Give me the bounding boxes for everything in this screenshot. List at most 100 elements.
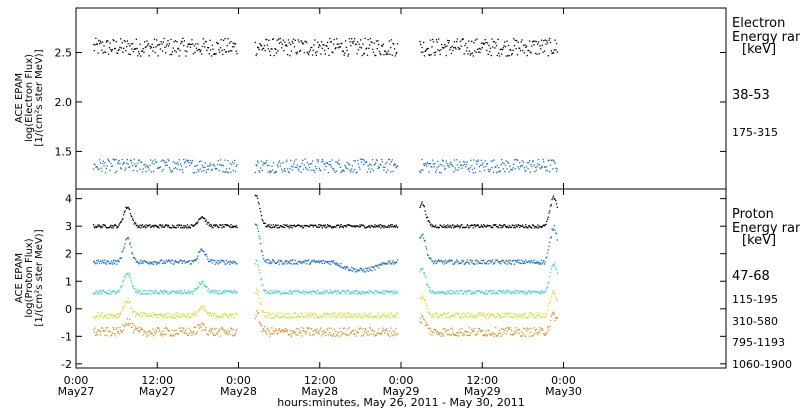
proton-point-s3-g2-25 [438, 316, 440, 319]
proton-point-s0-g2-113 [504, 224, 506, 226]
proton-point-s0-g2-77 [477, 224, 479, 226]
proton-point-s0-g0-72 [147, 224, 149, 227]
proton-point-s0-g0-13 [102, 224, 104, 226]
electron-point-s1-g1-96 [326, 162, 329, 164]
proton-point-s0-g1-52 [293, 224, 296, 226]
electron-point-s1-g1-12 [263, 162, 266, 165]
proton-point-s1-g0-19 [107, 260, 109, 262]
proton-point-s0-g1-136 [357, 225, 359, 227]
proton-point-s0-g1-148 [366, 226, 368, 228]
proton-point-s3-g2-155 [535, 316, 537, 319]
proton-point-s3-g2-175 [550, 296, 552, 298]
proton-point-s3-g1-175 [386, 317, 388, 319]
proton-point-s0-g2-10 [426, 216, 429, 218]
proton-point-s4-g0-48 [129, 318, 131, 321]
proton-point-s0-g2-67 [469, 225, 471, 227]
electron-point-s1-g2-103 [496, 165, 498, 167]
proton-point-s2-g2-82 [480, 290, 483, 292]
proton-point-s4-g2-24 [437, 333, 439, 336]
electron-point-s1-g1-45 [288, 171, 290, 174]
proton-point-s3-g1-185 [393, 315, 396, 317]
proton-point-s0-g1-95 [326, 226, 328, 228]
electron-point-s1-g0-67 [143, 164, 145, 166]
proton-point-s1-g0-130 [190, 263, 192, 265]
proton-point-s2-g1-51 [293, 291, 295, 293]
proton-point-s2-g0-30 [115, 292, 117, 294]
proton-point-s2-g1-13 [264, 289, 266, 291]
electron-point-s0-g1-73 [309, 49, 311, 51]
proton-point-s3-g1-15 [266, 312, 268, 314]
proton-point-s0-g0-44 [126, 207, 128, 210]
proton-point-s4-g1-55 [296, 328, 298, 330]
electron-point-s1-g2-10 [426, 162, 429, 164]
electron-point-s1-g2-58 [462, 160, 465, 163]
electron-point-s1-g2-5 [423, 163, 425, 165]
proton-point-s1-g1-38 [283, 263, 285, 265]
proton-point-s3-g1-81 [315, 314, 317, 317]
proton-point-s1-g1-55 [296, 262, 298, 264]
electron-point-s1-g1-182 [391, 159, 393, 161]
proton-point-s1-g1-173 [384, 262, 387, 264]
proton-point-s2-g0-89 [159, 290, 162, 292]
proton-point-s1-g0-115 [179, 259, 181, 261]
proton-point-s0-g0-20 [107, 227, 110, 229]
electron-point-s0-g0-73 [147, 43, 150, 45]
proton-point-s2-g2-124 [512, 291, 514, 293]
proton-point-s0-g0-85 [156, 226, 159, 228]
proton-point-s3-g0-104 [171, 314, 173, 317]
proton-point-s2-g0-55 [134, 288, 136, 290]
electron-point-s0-g1-64 [302, 43, 305, 45]
proton-point-s2-g1-122 [346, 290, 348, 292]
electron-point-s0-g0-19 [107, 40, 109, 42]
electron-point-s1-g1-46 [289, 168, 291, 170]
proton-point-s1-g2-146 [528, 260, 531, 262]
proton-point-s1-g2-118 [507, 260, 510, 262]
proton-point-s4-g1-99 [329, 332, 331, 334]
proton-point-s3-g1-83 [317, 315, 319, 317]
proton-point-s0-g0-27 [113, 225, 115, 227]
proton-point-s1-g2-122 [510, 263, 513, 265]
electron-point-s1-g2-180 [554, 162, 556, 165]
proton-point-s2-g0-48 [129, 273, 131, 276]
proton-point-s3-g1-110 [337, 314, 339, 316]
proton-point-s3-g2-129 [516, 317, 518, 319]
proton-point-s4-g0-49 [129, 323, 131, 325]
electron-point-s0-g2-81 [480, 48, 482, 50]
proton-point-s1-g2-159 [538, 263, 540, 265]
proton-point-s0-g1-19 [269, 226, 271, 228]
electron-point-s1-g1-63 [302, 159, 304, 161]
electron-point-s0-g0-55 [134, 48, 136, 50]
proton-point-s2-g2-11 [427, 284, 429, 286]
proton-point-s3-g1-26 [274, 314, 276, 316]
electron-point-s0-g0-97 [165, 45, 168, 47]
proton-point-s2-g0-52 [132, 286, 134, 288]
proton-point-s2-g1-143 [362, 291, 364, 293]
proton-point-s1-g0-31 [116, 263, 118, 265]
proton-point-s3-g1-164 [378, 314, 380, 316]
proton-point-s4-g0-58 [136, 328, 138, 330]
proton-point-s1-g0-173 [222, 260, 225, 262]
proton-point-s0-g0-45 [126, 207, 128, 209]
proton-point-s1-g0-182 [229, 260, 231, 262]
proton-point-s3-g0-4 [95, 316, 98, 318]
proton-point-s1-g0-86 [157, 261, 159, 263]
proton-point-s0-g2-120 [509, 226, 511, 228]
electron-point-s0-g1-66 [304, 40, 306, 42]
proton-point-s3-g1-35 [281, 312, 283, 314]
proton-point-s3-g0-77 [150, 315, 153, 317]
proton-point-s3-g2-36 [446, 317, 448, 319]
proton-point-s1-g2-69 [471, 261, 473, 264]
proton-point-s2-g1-73 [309, 291, 311, 294]
proton-point-s4-g1-155 [371, 329, 373, 331]
electron-point-s1-g0-112 [177, 162, 179, 164]
proton-point-s4-g1-146 [364, 327, 366, 330]
proton-point-s1-g1-116 [342, 266, 344, 269]
proton-point-s1-g1-135 [356, 268, 358, 271]
proton-point-s3-g0-62 [139, 314, 141, 316]
electron-point-s0-g1-19 [269, 50, 271, 52]
proton-point-s2-g2-60 [464, 291, 466, 293]
proton-point-s2-g0-185 [231, 292, 234, 294]
proton-point-s2-g2-3 [421, 269, 423, 271]
electron-point-s0-g2-84 [482, 42, 484, 44]
proton-point-s0-g1-150 [367, 226, 369, 228]
